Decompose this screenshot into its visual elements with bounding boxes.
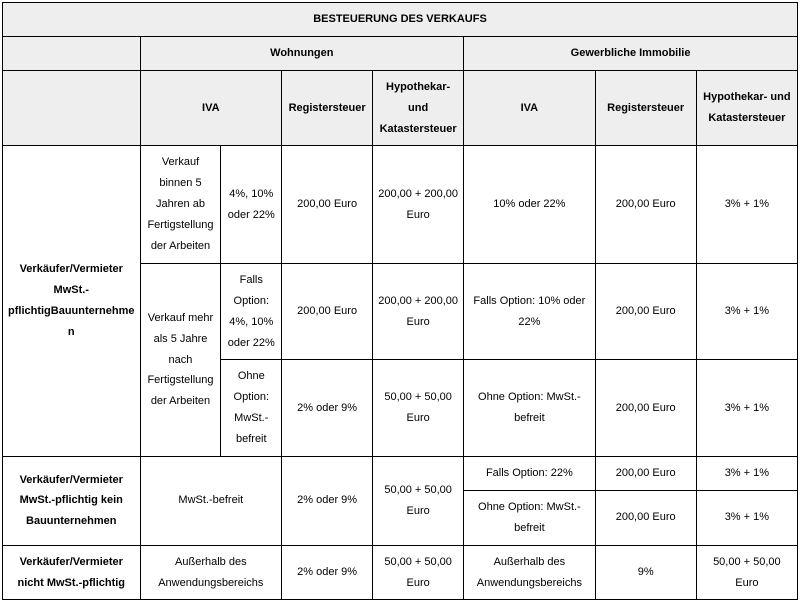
header-blank-1 [3,36,141,70]
row1c-ghyp: 3% + 1% [696,360,797,457]
row2-head: Verkäufer/Vermieter MwSt.-pflichtig kein… [3,457,141,546]
row1a-hyp: 200,00 + 200,00 Euro [373,146,464,263]
header-reg-1: Registersteuer [282,70,373,146]
row1b-reg: 200,00 Euro [282,263,373,360]
row1a-iva-b: 4%, 10% oder 22% [221,146,282,263]
row1c-reg: 2% oder 9% [282,360,373,457]
row1a-giva: 10% oder 22% [464,146,595,263]
row2a-giva: Falls Option: 22% [464,457,595,491]
row1b-iva-a: Verkauf mehr als 5 Jahre nach Fertigstel… [140,263,221,456]
row2a-greg: 200,00 Euro [595,457,696,491]
row2b-greg: 200,00 Euro [595,490,696,545]
row3-hyp: 50,00 + 50,00 Euro [373,545,464,600]
row1c-giva: Ohne Option: MwSt.-befreit [464,360,595,457]
header-iva-1: IVA [140,70,282,146]
row3-head: Verkäufer/Vermieter nicht MwSt.-pflichti… [3,545,141,600]
row1a-ghyp: 3% + 1% [696,146,797,263]
row1b-greg: 200,00 Euro [595,263,696,360]
header-blank-2 [3,70,141,146]
row3-iva: Außerhalb des Anwendungsbereichs [140,545,282,600]
row3-giva: Außerhalb des Anwendungsbereichs [464,545,595,600]
row1b-iva-b: Falls Option: 4%, 10% oder 22% [221,263,282,360]
header-reg-2: Registersteuer [595,70,696,146]
table-title: BESTEUERUNG DES VERKAUFS [3,3,798,37]
header-group-gewerblich: Gewerbliche Immobilie [464,36,798,70]
header-hyp-2: Hypothekar- und Katastersteuer [696,70,797,146]
row1b-ghyp: 3% + 1% [696,263,797,360]
row3-reg: 2% oder 9% [282,545,373,600]
row1a-reg: 200,00 Euro [282,146,373,263]
row2-reg: 2% oder 9% [282,457,373,546]
row2b-ghyp: 3% + 1% [696,490,797,545]
row2-hyp: 50,00 + 50,00 Euro [373,457,464,546]
row3-greg: 9% [595,545,696,600]
row1c-hyp: 50,00 + 50,00 Euro [373,360,464,457]
row2a-ghyp: 3% + 1% [696,457,797,491]
row1c-greg: 200,00 Euro [595,360,696,457]
row1b-giva: Falls Option: 10% oder 22% [464,263,595,360]
header-group-wohnungen: Wohnungen [140,36,464,70]
row1b-hyp: 200,00 + 200,00 Euro [373,263,464,360]
row3-ghyp: 50,00 + 50,00 Euro [696,545,797,600]
header-hyp-1: Hypothekar- und Katastersteuer [373,70,464,146]
header-iva-2: IVA [464,70,595,146]
row1-head: Verkäufer/Vermieter MwSt.-pflichtigBauun… [3,146,141,457]
row2b-giva: Ohne Option: MwSt.-befreit [464,490,595,545]
row1c-iva-b: Ohne Option: MwSt.-befreit [221,360,282,457]
row1a-iva-a: Verkauf binnen 5 Jahren ab Fertigstellun… [140,146,221,263]
row2-iva: MwSt.-befreit [140,457,282,546]
tax-table: BESTEUERUNG DES VERKAUFS Wohnungen Gewer… [2,2,798,600]
row1a-greg: 200,00 Euro [595,146,696,263]
